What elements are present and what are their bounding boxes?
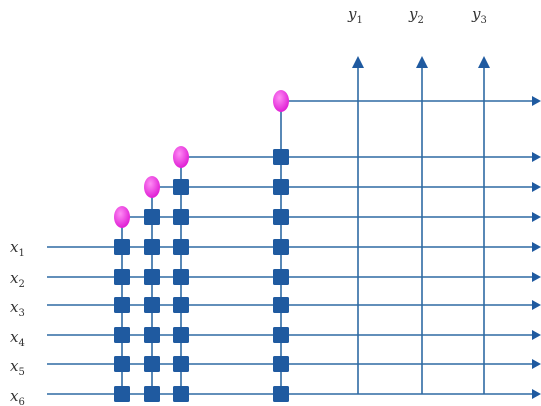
input-label-x4: x4 xyxy=(10,328,25,349)
square-node-icon xyxy=(273,356,289,372)
right-arrowhead-icon xyxy=(532,272,541,282)
square-node-icon xyxy=(144,269,160,285)
square-node-icon xyxy=(173,356,189,372)
input-label-x5: x5 xyxy=(10,357,25,378)
right-arrowhead-icon xyxy=(532,300,541,310)
square-node-icon xyxy=(144,209,160,225)
right-arrowhead-icon xyxy=(532,389,541,399)
oval-node-icon xyxy=(273,90,289,112)
right-arrowhead-icon xyxy=(532,212,541,222)
output-label-y1: y1 xyxy=(347,5,363,26)
square-node-icon xyxy=(144,386,160,402)
oval-node-icon xyxy=(144,176,160,198)
output-label-y3: y3 xyxy=(471,5,487,26)
square-node-icon xyxy=(273,327,289,343)
oval-node-icon xyxy=(114,206,130,228)
right-arrowhead-icon xyxy=(532,330,541,340)
right-arrowhead-icon xyxy=(532,96,541,106)
square-node-icon xyxy=(144,327,160,343)
square-node-icon xyxy=(273,239,289,255)
oval-nodes xyxy=(114,90,289,228)
up-arrowhead-icon xyxy=(416,56,428,68)
square-node-icon xyxy=(144,356,160,372)
input-label-x1: x1 xyxy=(10,238,25,259)
right-arrowhead-icon xyxy=(532,182,541,192)
input-label-x6: x6 xyxy=(10,387,25,406)
square-node-icon xyxy=(273,149,289,165)
output-label-y2: y2 xyxy=(408,5,424,26)
right-arrowhead-icon xyxy=(532,242,541,252)
input-label-x3: x3 xyxy=(10,298,25,319)
square-node-icon xyxy=(273,297,289,313)
square-node-icon xyxy=(173,386,189,402)
square-node-icon xyxy=(144,297,160,313)
square-node-icon xyxy=(114,239,130,255)
right-arrowhead-icon xyxy=(532,359,541,369)
square-node-icon xyxy=(173,327,189,343)
right-arrowhead-icon xyxy=(532,152,541,162)
square-node-icon xyxy=(273,179,289,195)
square-node-icon xyxy=(273,269,289,285)
up-arrowhead-icon xyxy=(352,56,364,68)
oval-node-icon xyxy=(173,146,189,168)
square-node-icon xyxy=(114,327,130,343)
connection-lines xyxy=(47,64,533,395)
square-node-icon xyxy=(114,269,130,285)
up-arrowhead-icon xyxy=(478,56,490,68)
output-arrowheads xyxy=(352,56,541,399)
square-node-icon xyxy=(173,297,189,313)
square-node-icon xyxy=(173,269,189,285)
square-node-icon xyxy=(114,297,130,313)
square-node-icon xyxy=(173,209,189,225)
square-node-icon xyxy=(114,356,130,372)
square-node-icon xyxy=(273,386,289,402)
square-nodes xyxy=(114,149,289,402)
square-node-icon xyxy=(173,239,189,255)
square-node-icon xyxy=(114,386,130,402)
square-node-icon xyxy=(144,239,160,255)
square-node-icon xyxy=(173,179,189,195)
square-node-icon xyxy=(273,209,289,225)
input-label-x2: x2 xyxy=(10,269,25,290)
